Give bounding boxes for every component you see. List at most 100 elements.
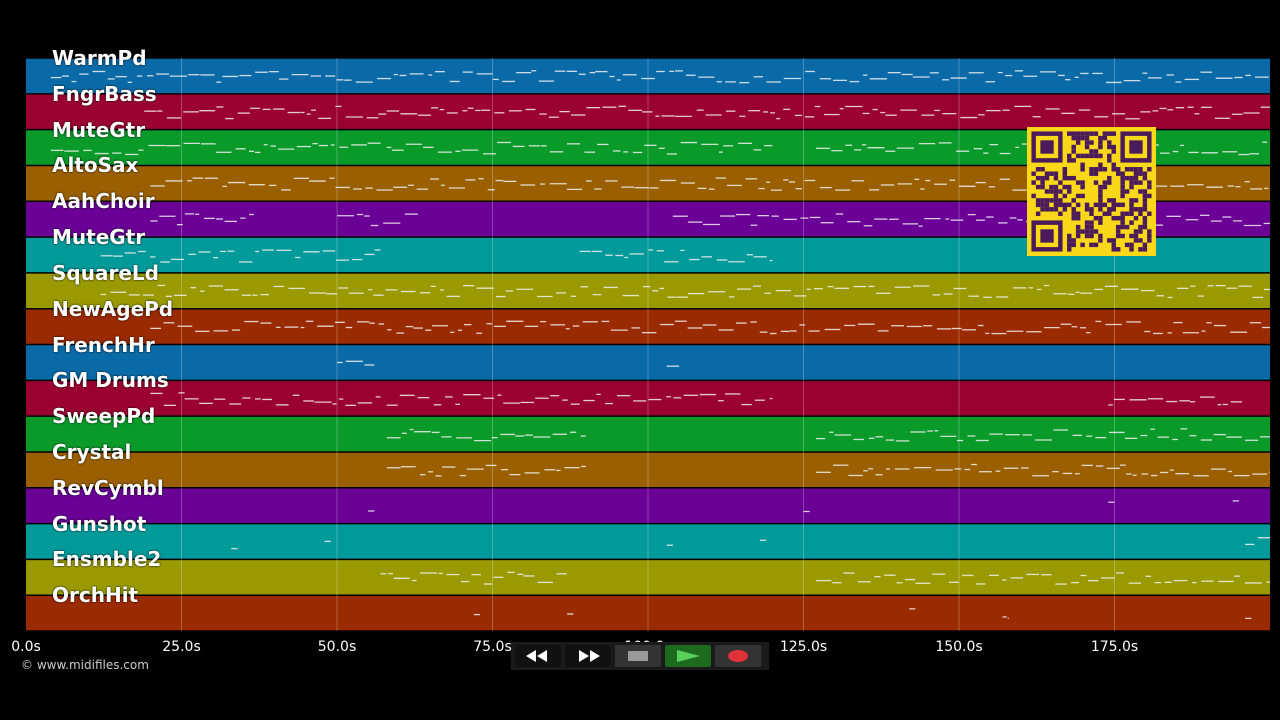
track-lane — [26, 416, 1270, 452]
qr-module — [1129, 242, 1134, 248]
note-group — [150, 392, 1242, 407]
track-label: Gunshot — [52, 511, 147, 536]
qr-module — [1098, 207, 1103, 212]
qr-module — [1071, 149, 1076, 154]
qr-module — [1098, 202, 1103, 208]
qr-module — [1053, 184, 1059, 190]
qr-module — [1115, 229, 1121, 234]
qr-module — [1084, 220, 1090, 225]
qr-module — [1133, 180, 1139, 185]
qr-module — [1107, 175, 1112, 181]
qr-module — [1107, 198, 1112, 203]
qr-module — [1035, 167, 1041, 172]
qr-module — [1075, 135, 1081, 141]
qr-module — [1107, 211, 1112, 216]
qr-module — [1107, 144, 1112, 150]
qr-module — [1138, 189, 1143, 194]
qr-module — [1102, 211, 1108, 216]
qr-module — [1102, 135, 1108, 141]
qr-module — [1071, 198, 1076, 203]
qr-module — [1040, 175, 1045, 181]
qr-module — [1035, 202, 1041, 208]
qr-module — [1093, 242, 1099, 248]
qr-module — [1107, 153, 1112, 159]
time-tick-label: 25.0s — [162, 639, 201, 655]
qr-module — [1084, 224, 1090, 230]
qr-module — [1075, 233, 1081, 239]
qr-module — [1098, 193, 1103, 199]
track-label: Ensmble2 — [52, 547, 162, 572]
qr-module — [1075, 180, 1081, 185]
qr-module — [1120, 233, 1125, 239]
stop-icon — [628, 651, 648, 661]
qr-module — [1107, 158, 1112, 163]
track-lane — [26, 451, 1270, 488]
qr-code[interactable] — [1027, 127, 1156, 256]
qr-module — [1053, 171, 1059, 176]
track-lane — [26, 595, 1270, 631]
transport-bar — [511, 642, 769, 670]
qr-module — [1129, 175, 1134, 181]
qr-module — [1071, 207, 1076, 212]
qr-module — [1098, 238, 1103, 243]
qr-module — [1075, 140, 1081, 145]
qr-module — [1133, 167, 1139, 172]
fast-forward-button[interactable] — [565, 645, 611, 667]
qr-module — [1084, 153, 1090, 159]
play-icon — [677, 650, 700, 662]
qr-module — [1080, 242, 1085, 248]
qr-module — [1111, 215, 1116, 221]
qr-module — [1049, 184, 1054, 190]
qr-module — [1067, 233, 1072, 239]
note-group — [337, 360, 680, 367]
stop-button[interactable] — [615, 645, 661, 667]
time-tick-label: 175.0s — [1090, 639, 1139, 655]
qr-module — [1129, 184, 1134, 190]
qr-module — [1133, 171, 1139, 176]
qr-module — [1044, 198, 1050, 203]
record-button[interactable] — [715, 645, 761, 667]
qr-module — [1067, 242, 1072, 248]
qr-module — [1044, 175, 1050, 181]
qr-module — [1133, 215, 1139, 221]
qr-module — [1129, 198, 1134, 203]
qr-module — [1107, 140, 1112, 145]
qr-module — [1120, 215, 1125, 221]
qr-module — [1147, 233, 1152, 239]
time-tick-label: 75.0s — [473, 639, 512, 655]
qr-module — [1107, 207, 1112, 212]
qr-module — [1138, 229, 1143, 234]
qr-finder — [1040, 229, 1054, 243]
qr-module — [1058, 189, 1063, 194]
qr-module — [1089, 233, 1094, 239]
qr-module — [1098, 167, 1103, 172]
qr-module — [1080, 162, 1085, 168]
copyright-text: © www.midifiles.com — [21, 658, 149, 672]
qr-module — [1053, 189, 1059, 194]
play-button[interactable] — [665, 645, 711, 667]
qr-module — [1093, 171, 1099, 176]
qr-module — [1062, 175, 1068, 181]
qr-module — [1111, 247, 1116, 252]
qr-module — [1080, 153, 1085, 159]
rewind-button[interactable] — [515, 645, 561, 667]
qr-module — [1093, 149, 1099, 154]
qr-module — [1147, 211, 1152, 216]
qr-module — [1053, 202, 1059, 208]
note-group — [368, 500, 1239, 513]
qr-module — [1098, 162, 1103, 168]
qr-module — [1075, 224, 1081, 230]
track-lane — [26, 523, 1270, 560]
qr-module — [1084, 233, 1090, 239]
note-group — [150, 320, 1270, 335]
qr-module — [1071, 175, 1076, 181]
qr-module — [1071, 135, 1076, 141]
qr-module — [1124, 211, 1130, 216]
track-label: RevCymbl — [52, 475, 164, 500]
qr-module — [1089, 211, 1094, 216]
qr-module — [1084, 207, 1090, 212]
qr-module — [1089, 171, 1094, 176]
track-lane — [26, 559, 1270, 596]
qr-module — [1062, 193, 1068, 199]
qr-module — [1080, 229, 1085, 234]
